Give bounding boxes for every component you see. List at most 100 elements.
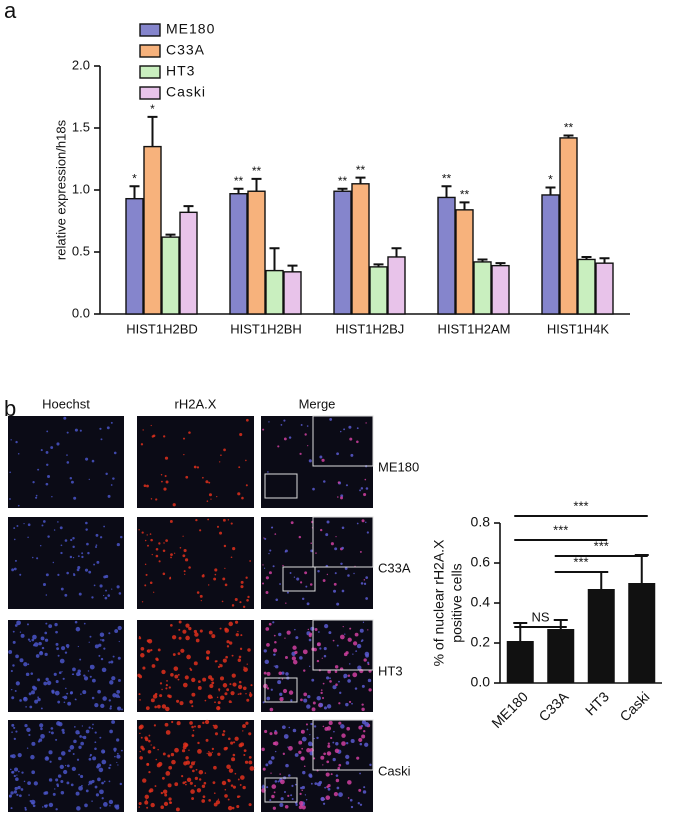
error-bar [599,257,610,264]
cell-dot [24,723,28,728]
cell-dot [193,629,198,634]
cell-dot [57,700,61,704]
cell-dot [120,749,123,752]
cell-dot [174,552,176,554]
cell-dot [13,737,16,741]
cell-dot [348,700,352,704]
cell-dot [61,728,65,732]
cell-dot [45,677,49,681]
cell-dot [307,694,311,699]
cell-dot [101,749,106,754]
cell-dot [117,706,122,711]
cell-dot [345,761,350,765]
cell-dot [158,542,161,545]
cell-dot [231,654,234,657]
cell-dot [32,481,35,484]
inset-frame [312,619,374,671]
cell-dot [108,699,111,702]
error-bar [269,247,280,271]
cell-dot [337,481,341,484]
cell-dot [358,737,363,743]
cell-dot [363,579,366,581]
cell-dot [353,572,355,575]
error-bar [477,258,488,262]
cell-dot [103,780,106,783]
cell-dot [37,697,41,702]
cell-dot [298,801,304,806]
cell-dot [17,770,20,773]
cell-dot [322,764,324,766]
cell-dot [117,764,119,766]
cell-dot [222,683,228,688]
cell-dot [23,522,25,525]
cell-dot [155,657,159,661]
cell-dot [143,484,147,488]
cell-dot [271,794,275,799]
cell-dot [288,436,292,439]
cell-dot [226,640,230,644]
cell-dot [344,567,348,570]
cell-dot [266,687,270,690]
cell-dot [204,719,210,725]
bar [473,261,492,315]
cell-dot [66,454,68,456]
cell-dot [47,535,50,538]
cell-dot [282,752,285,755]
cell-dot [213,724,218,730]
cell-dot [248,803,252,807]
cell-dot [91,459,95,463]
cell-dot [188,749,190,751]
cell-dot [40,449,43,452]
cell-dot [270,688,273,691]
cell-dot [273,741,279,746]
cell-dot [280,779,285,785]
cell-dot [208,630,213,635]
cell-dot [263,649,267,653]
cell-dot [68,749,71,753]
cell-dot [140,443,144,446]
y-tick-label: 0.0 [72,305,90,320]
cell-dot [327,744,331,748]
cell-dot [308,638,312,642]
cell-dot [70,538,73,542]
cell-dot [211,634,216,639]
x-tick-label: HT3 [582,688,612,718]
cell-dot [277,780,280,783]
cell-dot [162,572,166,576]
cell-dot [346,726,351,731]
cell-dot [57,521,59,523]
y-tick-label: 1.0 [72,181,90,196]
x-tick-label: HIST1H2AM [438,321,511,336]
cell-dot [301,747,304,750]
cell-dot [111,588,113,590]
cell-dot [100,657,104,661]
legend-swatch [139,86,161,100]
cell-dot [183,742,188,747]
comparison-label: *** [573,554,588,569]
cell-dot [57,573,60,576]
cell-dot [283,790,287,794]
cell-dot [233,741,236,744]
cell-dot [163,801,169,807]
cell-dot [60,587,64,591]
significance: ** [564,121,574,135]
cell-dot [27,638,31,641]
cell-dot [194,761,196,763]
cell-dot [349,627,352,630]
cell-dot [39,723,44,728]
cell-dot [286,591,289,594]
cell-dot [116,761,118,764]
cell-dot [10,791,14,795]
cell-dot [266,696,271,701]
cell-dot [60,790,65,795]
cell-dot [345,484,349,487]
cell-dot [181,775,184,778]
cell-dot [222,577,226,581]
cell-dot [302,649,308,655]
significance: * [150,102,155,116]
cell-dot [224,794,228,798]
cell-dot [310,542,312,545]
comparison-label: *** [594,538,609,553]
cell-dot [44,638,49,642]
cell-dot [84,803,88,808]
